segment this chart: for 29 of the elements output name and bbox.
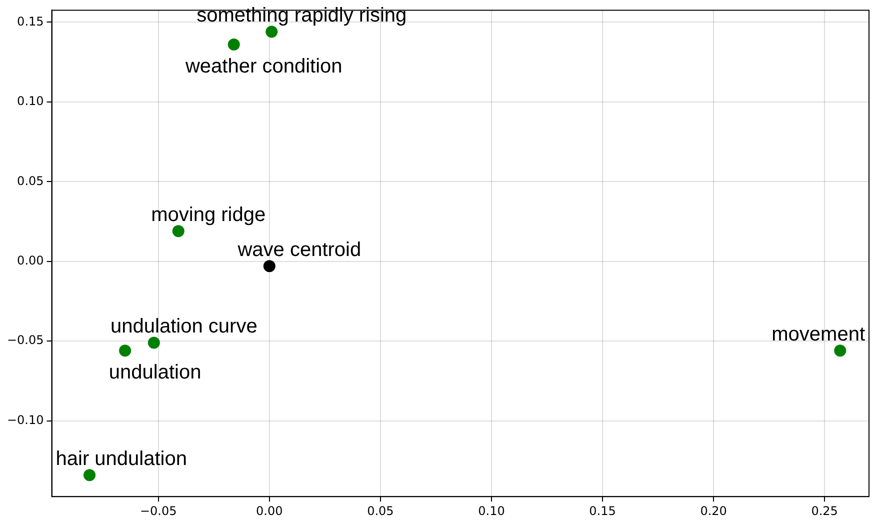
series-label: movement (772, 324, 866, 346)
x-tick-label: 0.15 (589, 504, 616, 518)
point (228, 38, 240, 50)
series-label: something rapidly rising (196, 4, 407, 27)
y-tick-label: 0.05 (17, 174, 44, 188)
series-label: undulation curve (110, 316, 258, 338)
point (84, 469, 96, 482)
series-label: weather condition (184, 55, 342, 78)
point (119, 344, 132, 357)
x-tick-label: 0.25 (811, 504, 838, 518)
series-label: moving ridge (151, 204, 266, 226)
y-tick-label: −0.10 (6, 412, 44, 427)
point (266, 26, 278, 38)
x-tick-label: −0.05 (140, 504, 177, 518)
x-tick-label: 0.10 (478, 504, 505, 518)
x-tick-label: 0.20 (700, 504, 727, 518)
series-label: hair undulation (56, 448, 187, 470)
y-tick-label: −0.05 (6, 333, 44, 348)
y-tick-label: 0.00 (17, 254, 44, 268)
series-label: wave centroid (236, 239, 362, 262)
x-tick-label: 0.00 (256, 504, 283, 518)
point (263, 260, 276, 272)
y-tick-label: 0.15 (17, 14, 44, 28)
point (834, 344, 846, 357)
point (148, 336, 160, 349)
series-label: undulation (108, 362, 202, 384)
x-tick-label: 0.05 (367, 504, 394, 518)
point (172, 225, 184, 238)
y-tick-label: 0.10 (17, 94, 44, 108)
